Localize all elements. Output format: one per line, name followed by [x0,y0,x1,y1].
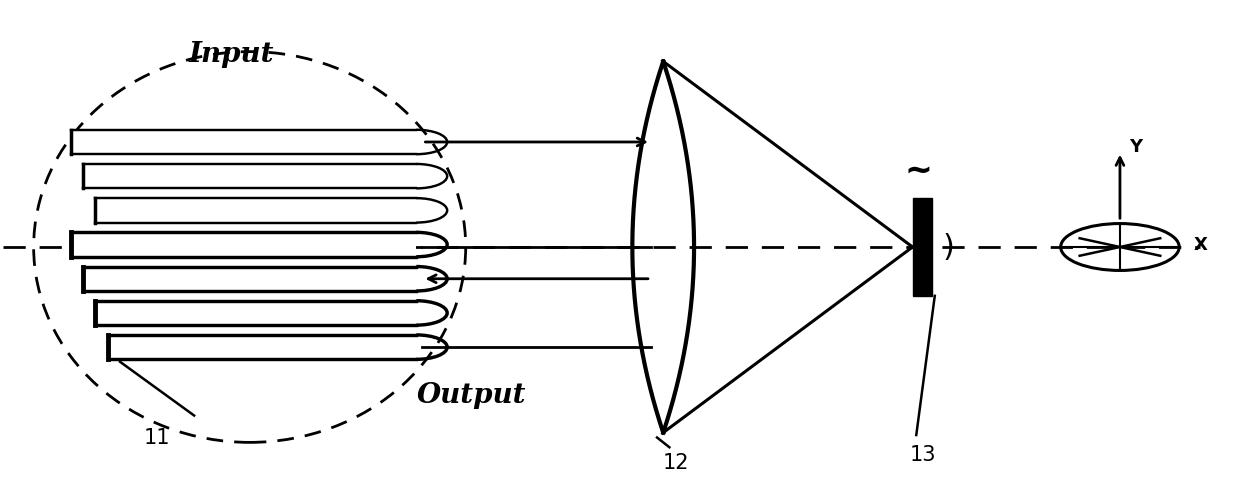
Text: 11: 11 [144,428,170,449]
Bar [95,198,417,223]
Bar [71,130,417,154]
Bar [913,198,932,296]
Bar [108,335,417,359]
Text: 13: 13 [909,445,936,464]
Text: X: X [1194,236,1208,253]
Bar [71,232,417,257]
Text: 12: 12 [662,453,688,473]
Bar [83,267,417,291]
Text: Output: Output [417,382,527,410]
Text: Y: Y [1130,138,1142,156]
Bar [83,164,417,188]
Text: Input: Input [188,41,274,68]
Text: ): ) [942,233,954,261]
Text: ~: ~ [905,155,932,188]
Bar [95,301,417,325]
